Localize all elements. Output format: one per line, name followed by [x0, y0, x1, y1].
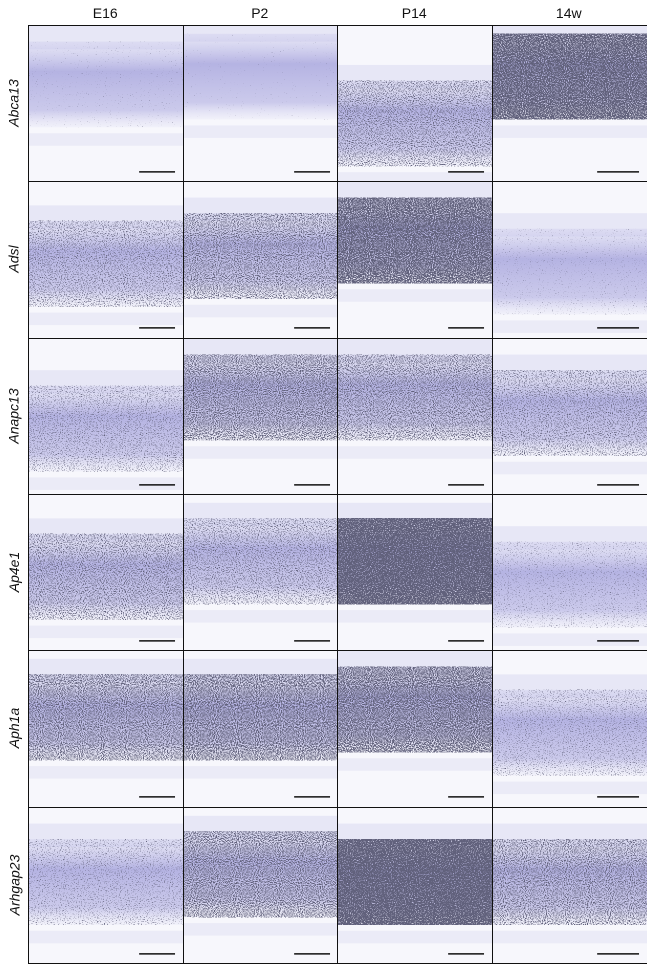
- micrograph: [182, 25, 339, 183]
- micrograph-image: [492, 807, 647, 964]
- micrograph: [182, 650, 339, 809]
- micrograph-image: [29, 338, 183, 495]
- micrograph-image: [29, 495, 183, 651]
- row-label: Aph1a: [0, 650, 28, 806]
- micrograph-image: [183, 26, 338, 182]
- micrograph-image: [338, 651, 492, 808]
- column-header: P2: [251, 5, 269, 21]
- micrograph: [182, 806, 339, 965]
- micrograph: [28, 337, 184, 496]
- micrograph-image: [338, 26, 492, 182]
- micrograph-image: [29, 182, 183, 339]
- micrograph: [182, 494, 339, 652]
- micrograph-image: [183, 651, 338, 808]
- micrograph-image: [183, 338, 338, 495]
- micrograph: [28, 806, 184, 965]
- micrograph: [337, 181, 493, 340]
- micrograph-image: [183, 182, 338, 339]
- micrograph: [491, 181, 647, 340]
- column-header: P14: [401, 5, 427, 21]
- micrograph: [491, 337, 647, 496]
- row-label: Arhgap23: [0, 807, 28, 963]
- micrograph-image: [338, 807, 492, 964]
- micrograph: [337, 650, 493, 809]
- micrograph-image: [183, 807, 338, 964]
- micrograph-image: [29, 26, 183, 182]
- column-header: 14w: [555, 5, 582, 21]
- micrograph: [337, 337, 493, 496]
- micrograph-image: [492, 338, 647, 495]
- micrograph: [28, 181, 184, 340]
- gene-name: Abca13: [6, 79, 23, 127]
- column-header: E16: [92, 5, 118, 21]
- gene-name: Anapc13: [6, 388, 22, 444]
- micrograph: [491, 25, 647, 183]
- micrograph: [337, 25, 493, 183]
- micrograph: [337, 494, 493, 652]
- micrograph-image: [492, 182, 647, 339]
- micrograph: [182, 337, 339, 496]
- micrograph: [491, 806, 647, 965]
- micrograph: [491, 494, 647, 652]
- gene-name: Adsl: [5, 245, 22, 274]
- row-label: Abca13: [0, 25, 28, 181]
- micrograph: [28, 650, 184, 809]
- micrograph: [337, 806, 493, 965]
- micrograph-image: [183, 495, 338, 651]
- micrograph-image: [29, 807, 183, 964]
- micrograph-image: [29, 651, 183, 808]
- micrograph: [491, 650, 647, 809]
- gene-name: Ap4e1: [6, 551, 23, 593]
- row-label: Anapc13: [0, 338, 28, 494]
- micrograph-image: [492, 495, 647, 651]
- micrograph-image: [338, 182, 492, 339]
- gene-name: Arhgap23: [6, 854, 22, 916]
- gene-name: Aph1a: [6, 708, 23, 749]
- micrograph: [182, 181, 339, 340]
- micrograph: [28, 25, 184, 183]
- micrograph-image: [338, 495, 492, 651]
- row-label: Ap4e1: [0, 494, 28, 650]
- row-label: Adsl: [0, 181, 28, 337]
- micrograph-image: [492, 26, 647, 182]
- micrograph: [28, 494, 184, 652]
- micrograph-image: [492, 651, 647, 808]
- micrograph-image: [338, 338, 492, 495]
